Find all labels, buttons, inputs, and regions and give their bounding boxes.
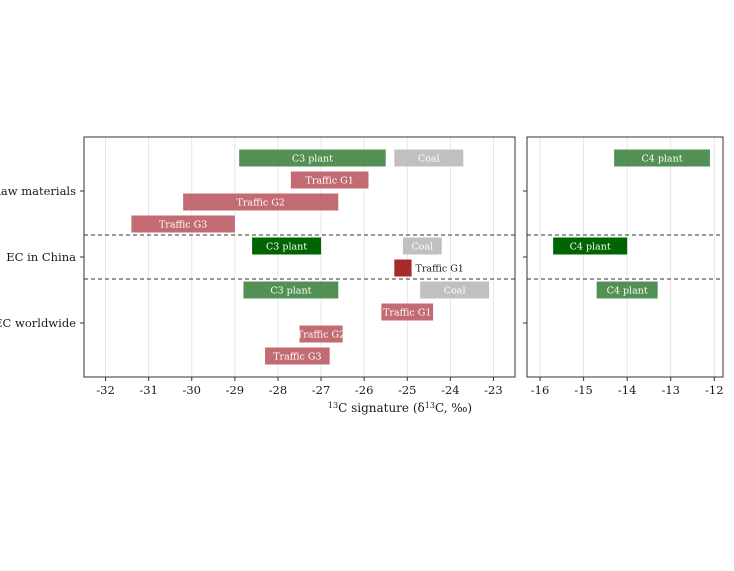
bar-label-c4-plant: C4 plant <box>607 286 648 297</box>
bar-label-coal: Coal <box>444 286 466 297</box>
x-tick-label: -15 <box>574 383 593 397</box>
x-tick-label: -12 <box>705 383 724 397</box>
x-tick-label: -28 <box>269 383 288 397</box>
bar-raw-materials-traffic-g2 <box>183 193 339 211</box>
bar-label-traffic-g3: Traffic G3 <box>273 352 321 363</box>
x-tick-label: -14 <box>618 383 637 397</box>
bar-ec-in-china-c3-plant <box>252 237 322 255</box>
x-tick-label: -23 <box>484 383 503 397</box>
x-tick-label: -13 <box>661 383 680 397</box>
bar-raw-materials-traffic-g3 <box>131 215 235 233</box>
x-tick-label: -29 <box>226 383 245 397</box>
category-labels: Raw materials EC in China EC worldwide <box>0 184 76 330</box>
bar-ec-worldwide-traffic-g1 <box>381 303 434 321</box>
bar-ec-in-china-c4-plant <box>553 237 628 255</box>
bar-label-c4-plant: C4 plant <box>570 242 611 253</box>
bar-label-traffic-g2: Traffic G2 <box>237 198 285 209</box>
bar-ec-in-china-traffic-g1 <box>394 259 412 277</box>
x-tick-label: -24 <box>441 383 460 397</box>
y-category-label: EC worldwide <box>0 316 76 330</box>
bar-ec-worldwide-traffic-g2 <box>299 325 343 343</box>
bar-ec-worldwide-coal <box>420 281 490 299</box>
bar-label-c3-plant: C3 plant <box>266 242 307 253</box>
x-tick-label: -32 <box>96 383 115 397</box>
plot-background <box>527 137 723 377</box>
bar-label-c4-plant: C4 plant <box>641 154 682 165</box>
x-tick-label: -16 <box>531 383 550 397</box>
bar-label-traffic-g1: Traffic G1 <box>416 264 464 275</box>
bar-ec-worldwide-c4-plant <box>596 281 658 299</box>
x-tick-label: -31 <box>139 383 158 397</box>
bar-label-traffic-g2: Traffic G2 <box>297 330 345 341</box>
bar-ec-worldwide-traffic-g3 <box>265 347 330 365</box>
bar-label-traffic-g1: Traffic G1 <box>306 176 354 187</box>
bar-label-traffic-g1: Traffic G1 <box>383 308 431 319</box>
bar-label-traffic-g3: Traffic G3 <box>159 220 207 231</box>
x-tick-label: -25 <box>398 383 417 397</box>
bar-label-c3-plant: C3 plant <box>270 286 311 297</box>
bar-ec-in-china-coal <box>402 237 442 255</box>
right-panel: C4 plant C4 plant C4 plant -16 -15 -14 -13 -12 <box>523 136 724 397</box>
x-axis-label: 13C signature (δ13C, ‰) <box>328 401 472 416</box>
x-tick-label: -30 <box>182 383 201 397</box>
bar-raw-materials-c4-plant <box>614 149 710 167</box>
x-tick-label: -27 <box>312 383 331 397</box>
bar-label-coal: Coal <box>411 242 433 253</box>
left-panel: C3 plant Coal Traffic G1 Traffic G2 Traffic … <box>80 136 516 397</box>
bar-label-c3-plant: C3 plant <box>292 154 333 165</box>
y-category-label: Raw materials <box>0 184 76 198</box>
y-category-label: EC in China <box>6 250 76 264</box>
bar-raw-materials-coal <box>394 149 464 167</box>
bar-label-coal: Coal <box>418 154 440 165</box>
x-tick-label: -26 <box>355 383 374 397</box>
bar-raw-materials-c3-plant <box>239 149 386 167</box>
bar-ec-worldwide-c3-plant <box>243 281 339 299</box>
bar-raw-materials-traffic-g1 <box>290 171 369 189</box>
